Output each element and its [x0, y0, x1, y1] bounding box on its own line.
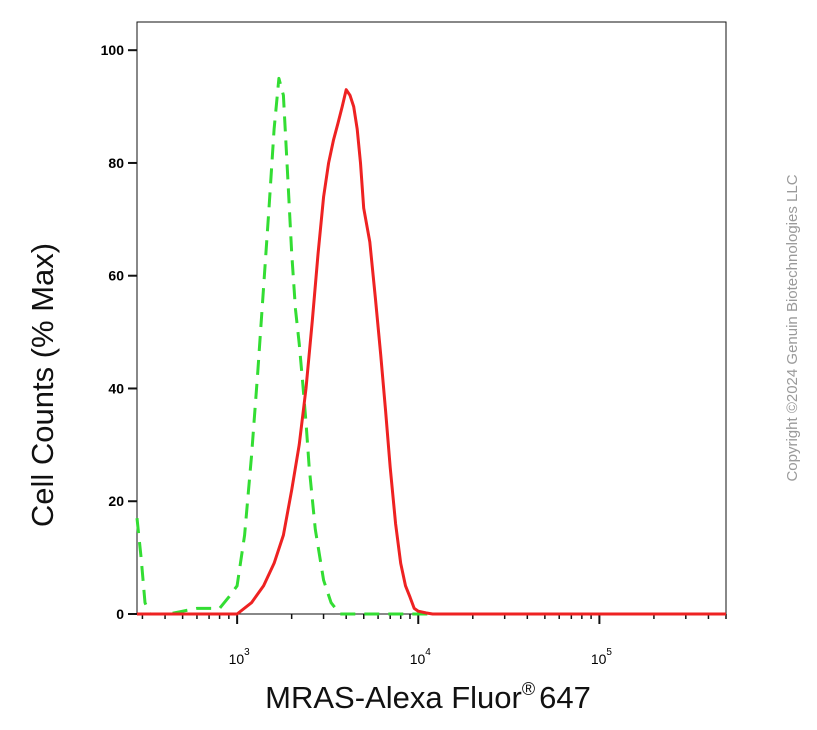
y-tick-label: 0 [116, 606, 124, 622]
x-tick-label-exponent: 3 [244, 647, 250, 658]
y-tick-label: 40 [108, 380, 124, 396]
plot-frame [137, 22, 726, 614]
x-tick-label-base: 10 [591, 651, 607, 667]
y-tick-label: 80 [108, 155, 124, 171]
y-tick-label: 100 [101, 42, 125, 58]
x-tick-label: 105 [591, 647, 613, 667]
y-tick-label: 20 [108, 493, 124, 509]
x-tick-label-exponent: 4 [425, 647, 431, 658]
x-tick-label-base: 10 [229, 651, 245, 667]
copyright-watermark: Copyright ©2024 Genuin Biotechnologies L… [784, 174, 801, 481]
y-axis: 0 20 40 60 80 100 [101, 42, 137, 622]
x-tick-label-base: 10 [410, 651, 426, 667]
series-layer [137, 78, 726, 614]
x-tick-label: 103 [229, 647, 251, 667]
x-axis-title-main: MRAS-Alexa Fluor [265, 680, 522, 715]
x-axis-title: MRAS-Alexa Fluor®647 [265, 679, 591, 715]
x-tick-label: 104 [410, 647, 432, 667]
y-tick-label: 60 [108, 268, 124, 284]
x-axis-title-registered-mark: ® [522, 679, 535, 699]
y-axis-title: Cell Counts (% Max) [25, 243, 60, 527]
series-dashed-green-line [137, 78, 726, 614]
x-axis-title-number: 647 [539, 680, 591, 715]
x-axis: 103104105 [142, 614, 726, 667]
x-tick-label-exponent: 5 [606, 647, 612, 658]
series-solid-red-line [137, 90, 726, 614]
